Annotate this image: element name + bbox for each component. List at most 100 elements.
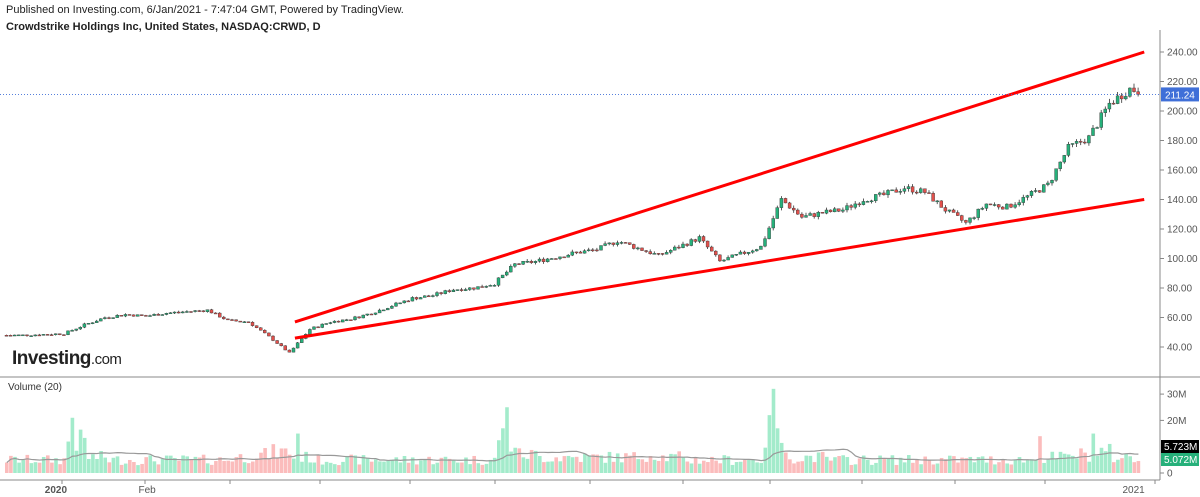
candle-body bbox=[197, 310, 201, 312]
candle-body bbox=[685, 243, 689, 246]
candle-body bbox=[324, 323, 328, 325]
candle-body bbox=[800, 213, 804, 218]
volume-bar bbox=[513, 447, 517, 473]
candle-body bbox=[923, 188, 927, 193]
candle-body bbox=[972, 217, 976, 219]
volume-bar bbox=[1071, 455, 1075, 473]
volume-bar bbox=[99, 451, 103, 473]
volume-bar bbox=[1062, 453, 1067, 473]
volume-bar bbox=[948, 455, 952, 473]
volume-bar bbox=[205, 463, 210, 473]
volume-bar bbox=[111, 457, 116, 473]
candle-body bbox=[472, 287, 476, 290]
candle-body bbox=[664, 252, 669, 255]
candle-body bbox=[734, 254, 738, 256]
candle-body bbox=[898, 191, 902, 193]
volume-bar bbox=[882, 458, 886, 473]
volume-bar bbox=[1046, 459, 1050, 473]
candle-body bbox=[623, 242, 628, 244]
candle-body bbox=[1119, 95, 1124, 100]
volume-bar bbox=[870, 464, 874, 473]
candle-body bbox=[410, 297, 415, 302]
candle-body bbox=[316, 326, 320, 329]
candle-body bbox=[956, 212, 960, 216]
candle-body bbox=[632, 244, 636, 249]
volume-bar bbox=[784, 452, 788, 473]
volume-bar bbox=[1034, 459, 1038, 473]
candle-body bbox=[673, 246, 677, 251]
candle-body bbox=[49, 334, 54, 336]
volume-bar bbox=[398, 462, 403, 473]
candle-body bbox=[373, 312, 378, 315]
volume-bar bbox=[267, 458, 271, 473]
candle-body bbox=[677, 246, 681, 249]
volume-bar bbox=[533, 450, 538, 473]
volume-bar bbox=[451, 460, 456, 473]
volume-bar bbox=[890, 455, 895, 473]
volume-bar bbox=[337, 465, 341, 473]
x-tick-label: 2020 bbox=[45, 485, 68, 496]
candle-body bbox=[775, 207, 779, 219]
volume-bar bbox=[800, 461, 804, 473]
candle-body bbox=[738, 251, 743, 255]
candle-body bbox=[176, 311, 181, 314]
candle-body bbox=[980, 208, 984, 210]
volume-bar bbox=[70, 417, 75, 473]
volume-bar bbox=[976, 457, 981, 473]
candle-body bbox=[230, 319, 234, 321]
candle-body bbox=[328, 322, 333, 324]
candle-body bbox=[808, 213, 812, 216]
candle-body bbox=[332, 320, 337, 323]
candle-body bbox=[771, 218, 775, 229]
candle-body bbox=[541, 258, 546, 262]
volume-bar bbox=[1136, 461, 1141, 473]
volume-bar bbox=[968, 456, 973, 473]
candle-body bbox=[722, 259, 726, 262]
candle-body bbox=[291, 347, 296, 353]
candle-body bbox=[127, 314, 132, 316]
candle-body bbox=[152, 314, 156, 316]
candle-body bbox=[1037, 190, 1042, 193]
candle-body bbox=[488, 285, 492, 287]
candle-body bbox=[550, 258, 554, 260]
volume-bar bbox=[189, 459, 194, 473]
candle-body bbox=[1042, 184, 1046, 193]
candle-body bbox=[300, 338, 304, 343]
candle-body bbox=[480, 286, 484, 288]
candle-body bbox=[1017, 202, 1021, 205]
volume-bar bbox=[447, 458, 452, 473]
candle-body bbox=[865, 201, 870, 203]
volume-bar bbox=[677, 451, 681, 473]
volume-bar bbox=[902, 462, 907, 473]
candle-body bbox=[1029, 191, 1034, 196]
volume-bar bbox=[382, 461, 386, 473]
candle-body bbox=[468, 287, 472, 290]
volume-bar bbox=[251, 461, 255, 473]
volume-bar bbox=[915, 459, 919, 473]
volume-title: Volume (20) bbox=[8, 382, 62, 393]
volume-bar bbox=[386, 460, 390, 473]
candle-body bbox=[455, 289, 460, 291]
volume-bar bbox=[984, 462, 989, 473]
volume-bar bbox=[993, 464, 997, 473]
candle-body bbox=[906, 186, 911, 189]
volume-bar bbox=[1124, 453, 1128, 473]
candle-body bbox=[591, 249, 595, 252]
candle-body bbox=[935, 200, 939, 203]
volume-bar bbox=[857, 458, 862, 473]
candle-body bbox=[148, 315, 152, 317]
candle-body bbox=[164, 313, 169, 315]
candle-body bbox=[250, 321, 255, 326]
volume-bar bbox=[886, 458, 891, 473]
volume-bar bbox=[833, 457, 837, 473]
volume-bar bbox=[82, 437, 87, 473]
candle-body bbox=[464, 289, 468, 291]
candle-body bbox=[1066, 144, 1071, 156]
candle-body bbox=[25, 334, 29, 337]
volume-bar bbox=[747, 459, 751, 473]
candle-body bbox=[509, 266, 513, 273]
volume-bar bbox=[185, 456, 189, 473]
candle-body bbox=[70, 330, 74, 332]
candle-body bbox=[849, 205, 853, 208]
